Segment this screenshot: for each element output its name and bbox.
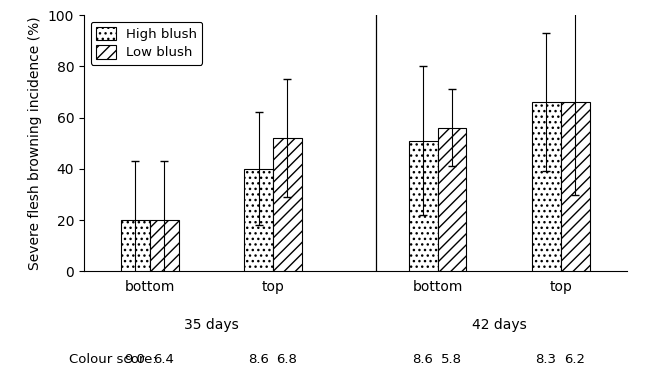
Bar [532,102,561,271]
Bar [273,138,302,271]
Bar [150,220,178,271]
Text: 6.2: 6.2 [565,354,585,366]
Text: 6.8: 6.8 [276,354,298,366]
Bar [409,141,437,271]
Text: 42 days: 42 days [472,317,526,332]
Legend: High blush, Low blush: High blush, Low blush [90,21,202,64]
Y-axis label: Severe flesh browning incidence (%): Severe flesh browning incidence (%) [28,17,43,270]
Text: 8.3: 8.3 [536,354,557,366]
Bar [437,128,466,271]
Text: Colour score:: Colour score: [69,354,157,366]
Text: 6.4: 6.4 [153,354,174,366]
Text: 8.6: 8.6 [412,354,433,366]
Text: 8.6: 8.6 [248,354,269,366]
Text: 9.0: 9.0 [125,354,145,366]
Bar [561,102,590,271]
Text: 35 days: 35 days [184,317,239,332]
Text: 5.8: 5.8 [441,354,462,366]
Bar [244,169,273,271]
Bar [121,220,150,271]
